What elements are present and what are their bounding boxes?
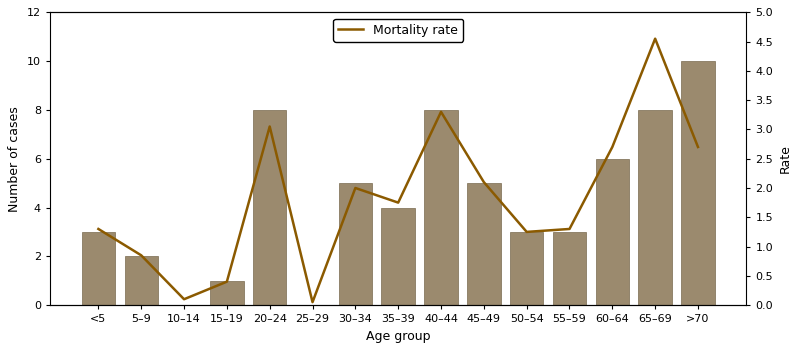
Bar (125, 256, 158, 305)
Y-axis label: Number of cases: Number of cases (8, 106, 22, 212)
Bar (467, 183, 501, 305)
Bar (638, 110, 672, 305)
Bar (253, 110, 286, 305)
Bar (682, 61, 714, 305)
Bar (338, 183, 372, 305)
Bar (382, 207, 415, 305)
Legend: Mortality rate: Mortality rate (334, 19, 463, 41)
Bar (210, 281, 243, 305)
Bar (553, 232, 586, 305)
Y-axis label: Rate: Rate (778, 144, 792, 173)
Bar (596, 159, 629, 305)
Bar (510, 232, 543, 305)
Bar (424, 110, 458, 305)
X-axis label: Age group: Age group (366, 330, 430, 343)
Bar (82, 232, 115, 305)
